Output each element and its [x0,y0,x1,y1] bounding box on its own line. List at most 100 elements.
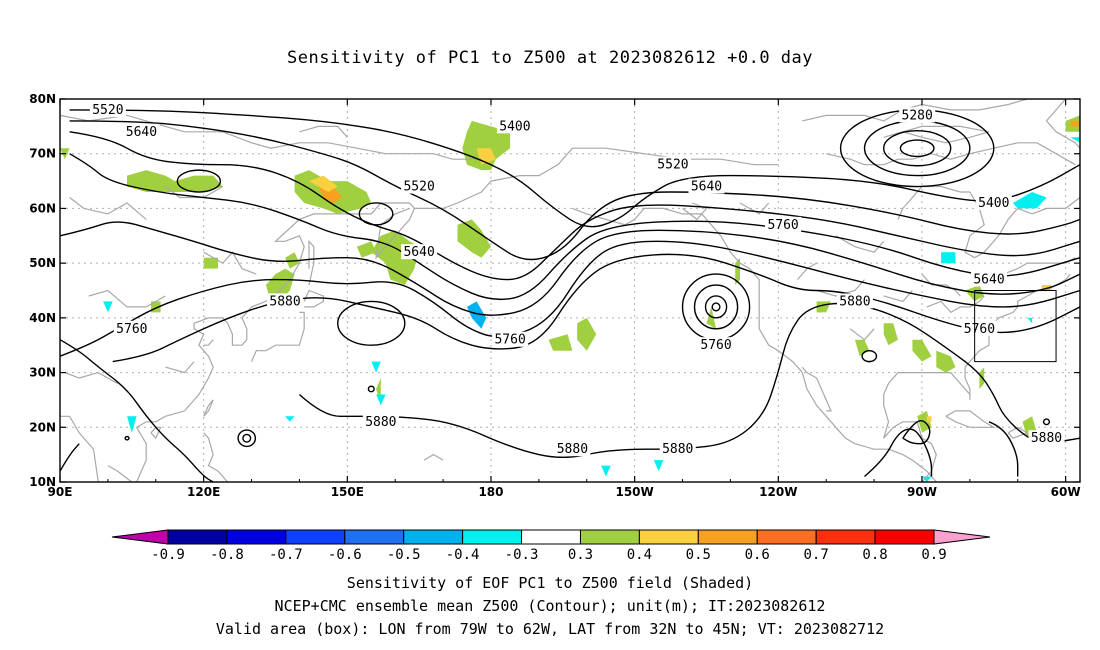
contour-label: 5640 [126,125,157,140]
z500-contour [69,153,1081,301]
lat-label: 40N [29,311,56,325]
colorbar-box [874,529,935,545]
contour-label: 5880 [662,442,693,457]
z500-closed-contour [863,120,971,177]
coastline [423,453,444,461]
contour-label: 5880 [269,294,300,309]
coastline [414,147,779,209]
z500-contour [69,120,1081,261]
coastline [572,207,937,483]
contour-label-bg [401,178,438,194]
contour-label-bg [267,293,304,309]
sensitivity-shade [706,306,717,329]
contour-label-bg [899,107,936,123]
sensitivity-shade [1070,137,1080,143]
contour-label-bg [113,320,150,336]
sensitivity-shade [457,219,491,258]
coastline [926,295,985,314]
lat-label: 50N [29,256,56,270]
coastline [299,125,348,138]
sensitivity-shade [203,257,218,269]
z500-contour [864,428,933,478]
coastline [682,202,708,221]
colorbar-label: -0.4 [446,547,480,563]
contour-label-bg [975,194,1012,210]
contour-label-bg [1028,430,1065,446]
coastline [849,328,875,341]
coastline [165,361,195,374]
colorbar-box [344,529,405,545]
contour-label: 5400 [499,119,530,134]
colorbar-box [697,529,758,545]
sensitivity-shade [309,175,338,192]
contour-label: 5760 [116,322,147,337]
sensitivity-shade [922,476,932,482]
coastline [135,317,229,483]
lon-label: 120E [187,485,220,499]
contour-label: 5520 [92,103,123,118]
colorbar-boxes [111,529,991,545]
colorbar-box [462,529,523,545]
sensitivity-shade [371,230,420,285]
lon-label: 120W [759,485,797,499]
coastline [1007,426,1029,439]
z500-closed-contour [681,273,751,341]
coastline [107,465,133,483]
sensitivity-shade [653,460,664,472]
sensitivity-shade [1070,120,1080,127]
sensitivity-shade [1027,317,1033,324]
z500-contour [112,253,1081,363]
contour-label-bg [496,118,533,134]
lat-label: 60N [29,201,56,215]
coastline [801,366,832,412]
lon-label: 90W [907,485,937,499]
z500-contour [69,109,1081,228]
contour-label-bg [492,331,529,347]
contour-label: 5640 [973,273,1004,288]
contour-label: 5760 [700,338,731,353]
colorbar-box [285,529,346,545]
colorbar-box [756,529,817,545]
sensitivity-shade [376,394,386,406]
colorbar-right-tip [933,529,991,545]
sensitivity-shade [127,170,223,192]
sensitivity-shade [548,334,573,351]
sensitivity-shade [577,317,597,351]
lon-label: 180 [478,485,503,499]
coastline [826,142,1076,166]
contour-label: 5760 [964,322,995,337]
lat-label: 20N [29,420,56,434]
latitude-labels: 10N 20N 30N 40N 50N 60N 70N 80N [29,92,56,489]
z500-closed-contour [237,429,257,448]
z500-closed-contour [899,139,935,158]
coastline [1003,257,1076,275]
contour-label: 5760 [494,333,525,348]
contour-label: 5880 [557,442,588,457]
coastline [60,415,99,483]
contour-label: 5880 [1031,431,1062,446]
coastline [802,98,1028,122]
coastline [59,114,482,160]
z500-contour [59,339,214,483]
contour-label: 5520 [403,180,434,195]
contour-label-bg [698,337,735,353]
colorbar-box [579,529,640,545]
colorbar-label: 0.5 [686,547,711,563]
lon-label: 60W [1051,485,1081,499]
lat-label: 70N [29,147,56,161]
contour-label: 5280 [902,108,933,123]
colorbar-label: 0.6 [745,547,770,563]
colorbar-label: 0.8 [862,547,887,563]
colorbar-label: 0.9 [921,547,946,563]
colorbar-left-tip [111,529,169,545]
contour-label-bg [688,178,725,194]
sensitivity-shade [912,339,932,362]
contour-label: 5400 [978,196,1009,211]
footer-line-3: Valid area (box): LON from 79W to 62W, L… [215,620,885,638]
z500-closed-contour [693,284,739,330]
coastline [69,197,147,220]
contour-label: 5760 [767,218,798,233]
contour-label: 5640 [691,180,722,195]
contour-label: 5880 [365,415,396,430]
